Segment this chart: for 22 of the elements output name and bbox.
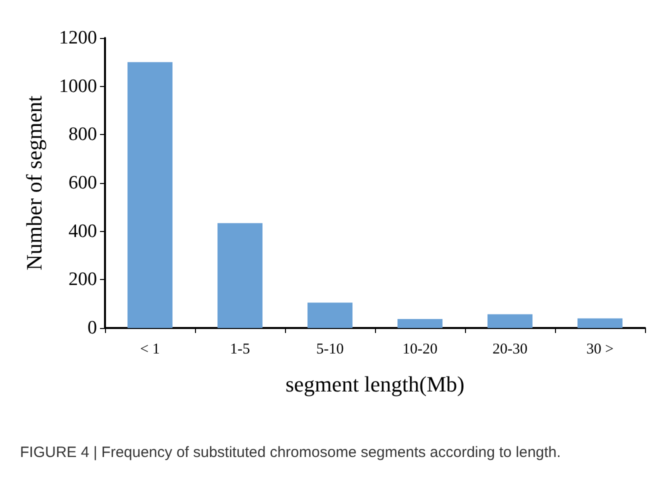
y-tick-label: 0 (88, 318, 97, 338)
y-tick-label: 600 (68, 172, 97, 194)
x-tick-label: < 1 (140, 342, 160, 358)
y-tick-label: 400 (68, 220, 97, 242)
bar (488, 314, 532, 328)
caption: FIGURE 4 | Frequency of substituted chromosome segments according to length. (20, 443, 562, 463)
y-tick-label: 800 (68, 124, 97, 146)
bar (218, 223, 262, 328)
y-tick-label: 200 (68, 269, 97, 290)
x-tick-label: 10-20 (402, 342, 438, 358)
x-axis-title: segment length(Mb) (285, 372, 465, 396)
x-tick-label: 20-30 (492, 342, 528, 358)
x-tick-label: 1-5 (230, 342, 250, 358)
x-tick-label: 5-10 (316, 342, 344, 358)
bar (578, 318, 622, 328)
x-tick-label: 30 > (586, 342, 614, 358)
y-axis-title: Number of segment (22, 96, 46, 270)
bar (308, 302, 352, 328)
y-tick-label: 1000 (59, 76, 97, 97)
y-tick-label: 1200 (59, 28, 97, 48)
bar (398, 319, 442, 328)
bar (128, 62, 172, 328)
